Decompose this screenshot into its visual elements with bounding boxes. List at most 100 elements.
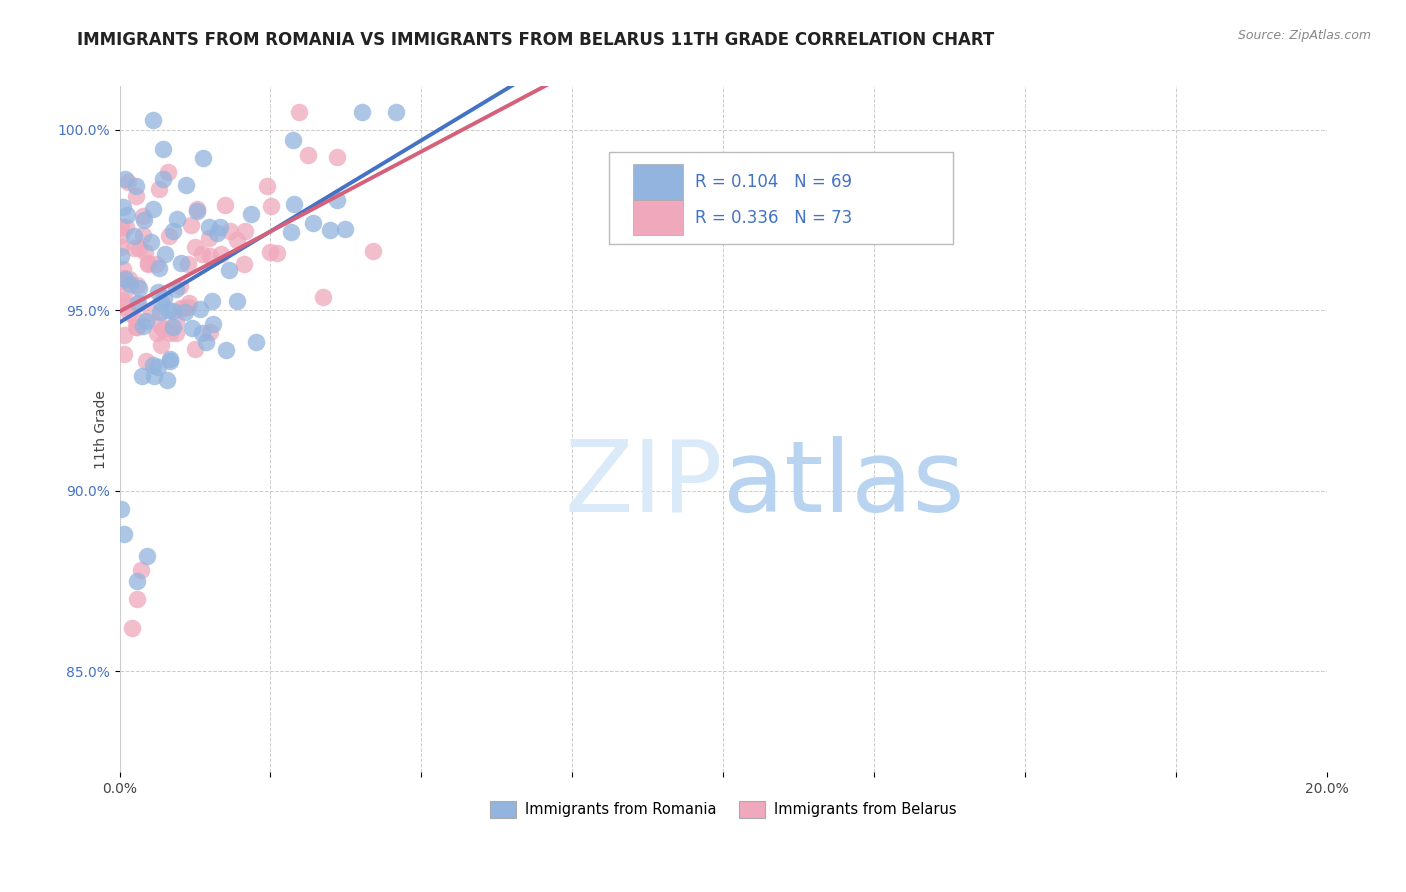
Point — [127, 296, 149, 310]
Point — [177, 301, 200, 315]
Point — [148, 285, 170, 299]
Point — [218, 262, 240, 277]
Point — [135, 354, 157, 368]
Point — [110, 249, 132, 263]
Point — [129, 563, 152, 577]
Point — [181, 321, 204, 335]
Point — [297, 147, 319, 161]
Point — [157, 302, 180, 317]
Point — [122, 229, 145, 244]
Point — [159, 354, 181, 368]
Point — [226, 233, 249, 247]
Point — [132, 319, 155, 334]
Point — [128, 241, 150, 255]
Point — [115, 209, 138, 223]
Point — [141, 202, 163, 216]
Point — [157, 228, 180, 243]
Point — [266, 246, 288, 260]
Point — [110, 227, 132, 242]
Point — [165, 282, 187, 296]
Point — [283, 197, 305, 211]
Y-axis label: 11th Grade: 11th Grade — [94, 390, 108, 469]
Point — [179, 295, 201, 310]
Point — [150, 338, 173, 352]
Point — [125, 320, 148, 334]
Text: ZIP: ZIP — [565, 436, 723, 533]
Point — [125, 277, 148, 292]
Text: atlas: atlas — [723, 436, 965, 533]
Point — [148, 182, 170, 196]
Point — [280, 225, 302, 239]
Point — [188, 301, 211, 316]
Point — [198, 219, 221, 234]
Point — [385, 104, 408, 119]
Point — [152, 143, 174, 157]
Point — [240, 207, 263, 221]
Point — [136, 257, 159, 271]
Point — [170, 301, 193, 315]
Point — [333, 222, 356, 236]
Point — [156, 165, 179, 179]
Point — [135, 314, 157, 328]
Point — [177, 257, 200, 271]
Point — [127, 297, 149, 311]
Point — [150, 295, 173, 310]
Point — [117, 175, 139, 189]
Point — [135, 549, 157, 563]
FancyBboxPatch shape — [633, 164, 683, 200]
Point — [115, 300, 138, 314]
FancyBboxPatch shape — [633, 200, 683, 235]
Point — [233, 224, 256, 238]
Point — [256, 179, 278, 194]
Point — [139, 306, 162, 320]
Point — [118, 306, 141, 320]
Point — [125, 592, 148, 607]
Point — [165, 315, 187, 329]
Text: R = 0.336   N = 73: R = 0.336 N = 73 — [696, 209, 852, 227]
Point — [219, 224, 242, 238]
Point — [132, 209, 155, 223]
Point — [127, 320, 149, 334]
Point — [124, 241, 146, 255]
Point — [125, 188, 148, 202]
Point — [162, 224, 184, 238]
Point — [209, 247, 232, 261]
Point — [174, 178, 197, 193]
Point — [134, 212, 156, 227]
Point — [149, 318, 172, 332]
Point — [194, 335, 217, 350]
Point — [110, 274, 132, 288]
Point — [312, 290, 335, 304]
Point — [159, 351, 181, 366]
Point — [191, 247, 214, 261]
Point — [145, 326, 167, 340]
Point — [166, 211, 188, 226]
Point — [134, 244, 156, 259]
Point — [352, 104, 374, 119]
Point — [121, 621, 143, 635]
Point — [112, 271, 135, 285]
Text: Source: ZipAtlas.com: Source: ZipAtlas.com — [1237, 29, 1371, 42]
Point — [153, 291, 176, 305]
Point — [183, 240, 205, 254]
Point — [162, 320, 184, 334]
Point — [260, 199, 283, 213]
Point — [207, 227, 229, 241]
Point — [198, 231, 221, 245]
Point — [114, 220, 136, 235]
Point — [110, 501, 132, 516]
Point — [326, 193, 349, 207]
Point — [170, 256, 193, 270]
Point — [186, 202, 208, 216]
Point — [114, 272, 136, 286]
Point — [214, 198, 236, 212]
Text: IMMIGRANTS FROM ROMANIA VS IMMIGRANTS FROM BELARUS 11TH GRADE CORRELATION CHART: IMMIGRANTS FROM ROMANIA VS IMMIGRANTS FR… — [77, 31, 994, 49]
Point — [125, 574, 148, 588]
Point — [131, 368, 153, 383]
Point — [112, 328, 135, 343]
Point — [125, 313, 148, 327]
Point — [209, 220, 232, 235]
Point — [142, 358, 165, 372]
Point — [226, 294, 249, 309]
Point — [125, 179, 148, 194]
